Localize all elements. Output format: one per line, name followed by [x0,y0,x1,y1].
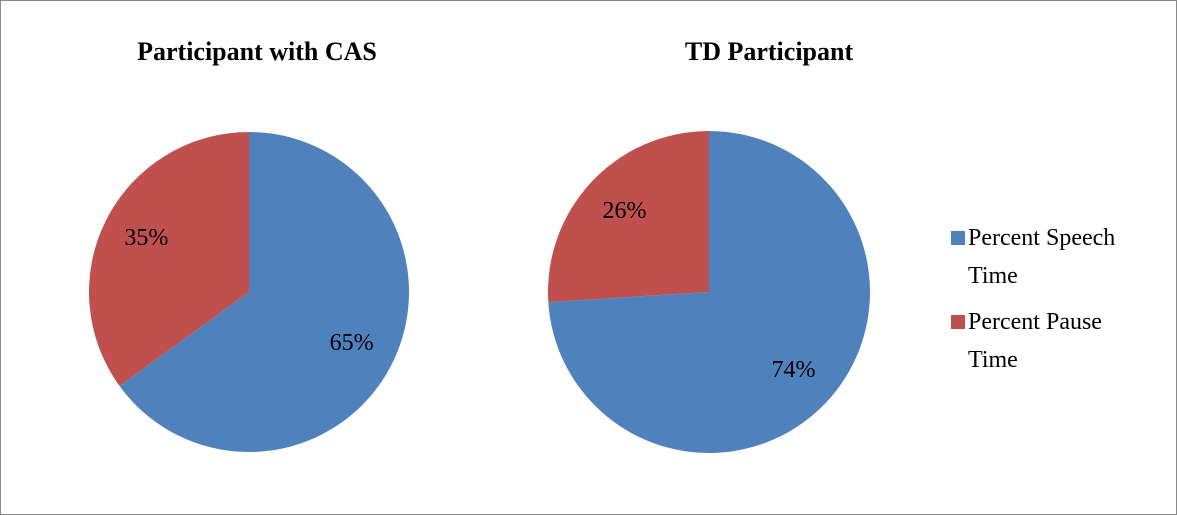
legend-label: Percent Pause Time [968,309,1102,373]
data-label: 74% [772,357,816,383]
legend-item: Percent Pause Time [951,303,1141,379]
data-label: 65% [330,330,374,356]
legend-item: Percent Speech Time [951,219,1141,295]
legend-swatch [951,315,965,329]
data-label: 26% [602,198,646,224]
chart-title: TD Participant [685,37,854,66]
data-label: 35% [124,225,168,251]
pie-slice [548,131,709,303]
legend-label: Percent Speech Time [968,225,1116,289]
pie-slice [119,132,409,452]
legend-swatch [951,231,965,245]
legend: Percent Speech Time Percent Pause Time [951,219,1141,387]
pie-slice [89,132,249,387]
chart-title: Participant with CAS [137,37,377,66]
pie-slice [548,131,870,453]
